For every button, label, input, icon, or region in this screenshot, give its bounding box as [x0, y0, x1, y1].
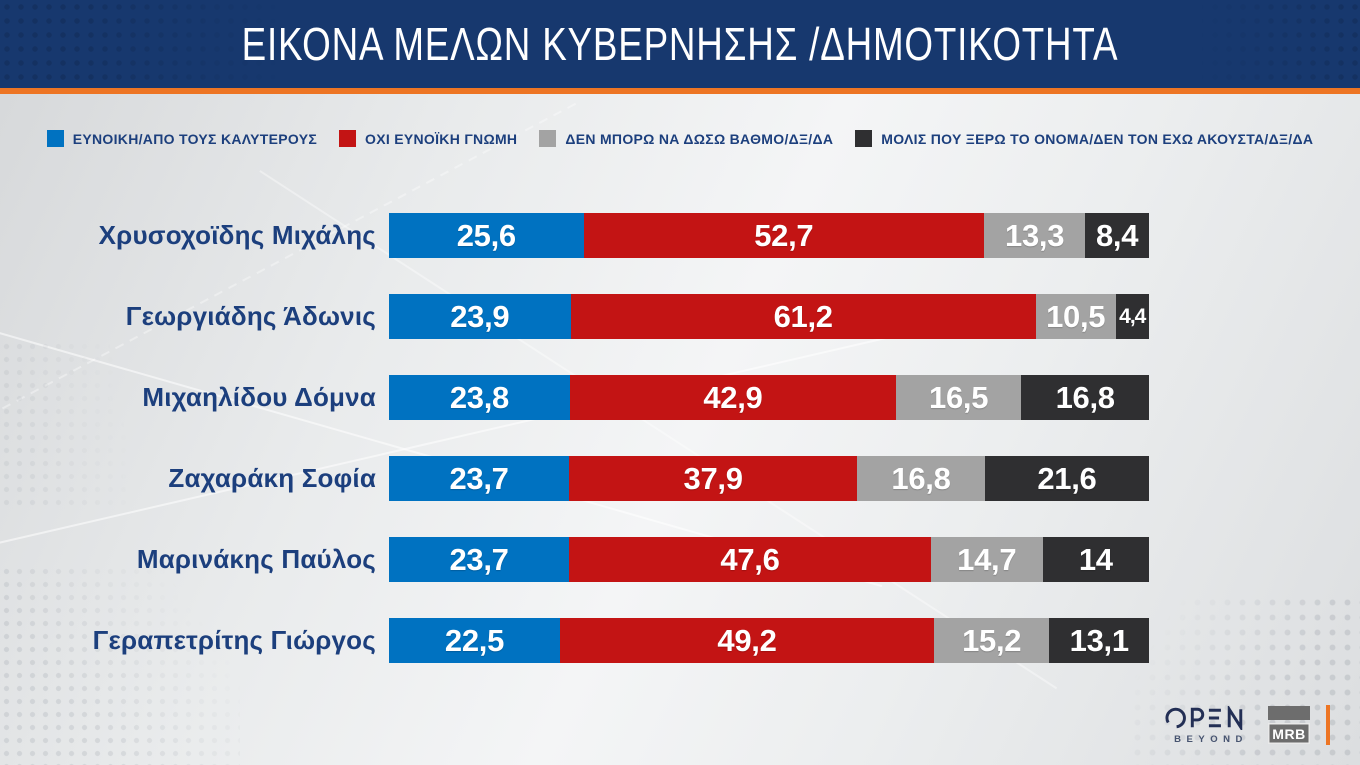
- bar-segment: 52,7: [583, 213, 985, 258]
- segment-value: 14,7: [957, 541, 1017, 577]
- bar-segment: 61,2: [570, 294, 1036, 339]
- stacked-bar-chart: Χρυσοχοϊδης Μιχάλης 25,6 52,7 13,3 8,4 Γεωργι…: [0, 213, 1149, 663]
- row-label: Μιχαηλίδου Δόμνα: [142, 382, 376, 412]
- row-bar: 23,9 61,2 10,5 4,4: [389, 294, 1149, 339]
- legend-label: ΟΧΙ ΕΥΝΟΪΚΗ ΓΝΩΜΗ: [365, 130, 518, 147]
- bar-segment: 42,9: [569, 375, 896, 420]
- segment-value: 25,6: [456, 217, 516, 253]
- chart-row: Γεωργιάδης Άδωνις 23,9 61,2 10,5 4,4: [0, 294, 1149, 339]
- row-label: Ζαχαράκη Σοφία: [168, 463, 376, 493]
- bar-segment: 25,6: [389, 213, 584, 258]
- header-dot-pattern-left: [0, 0, 300, 88]
- mrb-logo-text: MRB: [1268, 723, 1310, 744]
- orange-accent-bar: [1326, 705, 1330, 745]
- bar-segment: 14,7: [930, 537, 1043, 582]
- bar-segment: 16,8: [857, 456, 985, 501]
- bar-segment: 8,4: [1085, 213, 1149, 258]
- row-bar: 23,8 42,9 16,5 16,8: [389, 375, 1149, 420]
- segment-value: 8,4: [1095, 217, 1139, 253]
- row-bar: 23,7 37,9 16,8 21,6: [389, 456, 1149, 501]
- bar-segment: 16,8: [1021, 375, 1149, 420]
- bar-segment: 23,7: [389, 537, 570, 582]
- bar-segment: 23,8: [389, 375, 570, 420]
- legend-item: ΟΧΙ ΕΥΝΟΪΚΗ ΓΝΩΜΗ: [339, 130, 517, 147]
- legend-item: ΔΕΝ ΜΠΟΡΩ ΝΑ ΔΩΣΩ ΒΑΘΜΟ/ΔΞ/ΔΑ: [539, 130, 833, 147]
- segment-value: 23,7: [449, 460, 509, 496]
- bar-segment: 23,9: [389, 294, 571, 339]
- row-label: Χρυσοχοϊδης Μιχάλης: [98, 220, 376, 250]
- legend-item: ΜΟΛΙΣ ΠΟΥ ΞΕΡΩ ΤΟ ΟΝΟΜΑ/ΔΕΝ ΤΟΝ ΕΧΩ ΑΚΟΥ…: [855, 130, 1313, 147]
- legend-label: ΕΥΝΟΙΚΗ/ΑΠΟ ΤΟΥΣ ΚΑΛΥΤΕΡΟΥΣ: [72, 130, 318, 147]
- mrb-logo: MRB: [1268, 706, 1310, 744]
- legend-swatch-icon: [855, 130, 873, 147]
- chart-row: Ζαχαράκη Σοφία 23,7 37,9 16,8 21,6: [0, 456, 1149, 501]
- chart-row: Χρυσοχοϊδης Μιχάλης 25,6 52,7 13,3 8,4: [0, 213, 1149, 258]
- segment-value: 52,7: [754, 217, 814, 253]
- bar-segment: 21,6: [984, 456, 1149, 501]
- segment-value: 16,5: [929, 379, 989, 415]
- title-bar: ΕΙΚΟΝΑ ΜΕΛΩΝ ΚΥΒΕΡΝΗΣΗΣ /ΔΗΜΟΤΙΚΟΤΗΤΑ: [0, 0, 1360, 88]
- row-bar: 23,7 47,6 14,7 14: [389, 537, 1149, 582]
- segment-value: 23,7: [449, 541, 509, 577]
- row-label: Γεραπετρίτης Γιώργος: [92, 625, 376, 655]
- row-label: Γεωργιάδης Άδωνις: [125, 301, 376, 331]
- bar-segment: 22,5: [389, 618, 560, 663]
- bar-segment: 49,2: [560, 618, 934, 663]
- chart-row: Μιχαηλίδου Δόμνα 23,8 42,9 16,5 16,8: [0, 375, 1149, 420]
- chart-row: Μαρινάκης Παύλος 23,7 47,6 14,7 14: [0, 537, 1149, 582]
- bar-segment: 13,3: [984, 213, 1086, 258]
- legend-item: ΕΥΝΟΙΚΗ/ΑΠΟ ΤΟΥΣ ΚΑΛΥΤΕΡΟΥΣ: [46, 130, 318, 147]
- segment-value: 10,5: [1046, 298, 1106, 334]
- mrb-logo-top-block: [1268, 706, 1310, 720]
- bar-segment: 47,6: [569, 537, 931, 582]
- segment-value: 4,4: [1119, 304, 1146, 328]
- segment-value: 37,9: [683, 460, 743, 496]
- bar-segment: 15,2: [933, 618, 1050, 663]
- bar-segment: 4,4: [1115, 294, 1149, 339]
- segment-value: 22,5: [444, 622, 505, 658]
- page-title: ΕΙΚΟΝΑ ΜΕΛΩΝ ΚΥΒΕΡΝΗΣΗΣ /ΔΗΜΟΤΙΚΟΤΗΤΑ: [241, 18, 1119, 70]
- bar-segment: 14: [1042, 537, 1149, 582]
- bar-segment: 10,5: [1035, 294, 1116, 339]
- segment-value: 61,2: [773, 298, 833, 334]
- segment-value: 49,2: [717, 622, 777, 658]
- segment-value: 23,8: [449, 379, 509, 415]
- header-dot-pattern-right: [1180, 0, 1360, 88]
- segment-value: 13,3: [1005, 217, 1065, 253]
- row-label: Μαρινάκης Παύλος: [136, 544, 376, 574]
- segment-value: 23,9: [450, 298, 510, 334]
- open-tagline: BEYOND: [1174, 733, 1248, 745]
- bar-segment: 37,9: [569, 456, 858, 501]
- footer-logos: BEYOND MRB: [1164, 705, 1330, 745]
- open-logo-icon: [1165, 705, 1243, 730]
- segment-value: 16,8: [1055, 379, 1115, 415]
- segment-value: 47,6: [720, 541, 780, 577]
- bar-segment: 23,7: [389, 456, 570, 501]
- legend-label: ΔΕΝ ΜΠΟΡΩ ΝΑ ΔΩΣΩ ΒΑΘΜΟ/ΔΞ/ΔΑ: [565, 130, 834, 147]
- segment-value: 13,1: [1069, 622, 1129, 658]
- chart-row: Γεραπετρίτης Γιώργος 22,5 49,2 15,2 13,1: [0, 618, 1149, 663]
- legend-swatch-icon: [339, 130, 357, 147]
- legend-label: ΜΟΛΙΣ ΠΟΥ ΞΕΡΩ ΤΟ ΟΝΟΜΑ/ΔΕΝ ΤΟΝ ΕΧΩ ΑΚΟΥ…: [881, 130, 1314, 147]
- bar-segment: 13,1: [1049, 618, 1149, 663]
- segment-value: 15,2: [962, 622, 1022, 658]
- row-bar: 22,5 49,2 15,2 13,1: [389, 618, 1149, 663]
- segment-value: 14: [1078, 541, 1113, 577]
- chart-legend: ΕΥΝΟΙΚΗ/ΑΠΟ ΤΟΥΣ ΚΑΛΥΤΕΡΟΥΣ ΟΧΙ ΕΥΝΟΪΚΗ Γ…: [0, 130, 1360, 147]
- segment-value: 16,8: [891, 460, 951, 496]
- orange-divider: [0, 88, 1360, 94]
- bar-segment: 16,5: [895, 375, 1022, 420]
- open-logo: BEYOND: [1164, 705, 1252, 745]
- legend-swatch-icon: [46, 130, 64, 147]
- segment-value: 42,9: [703, 379, 763, 415]
- row-bar: 25,6 52,7 13,3 8,4: [389, 213, 1149, 258]
- segment-value: 21,6: [1037, 460, 1097, 496]
- legend-swatch-icon: [539, 130, 557, 147]
